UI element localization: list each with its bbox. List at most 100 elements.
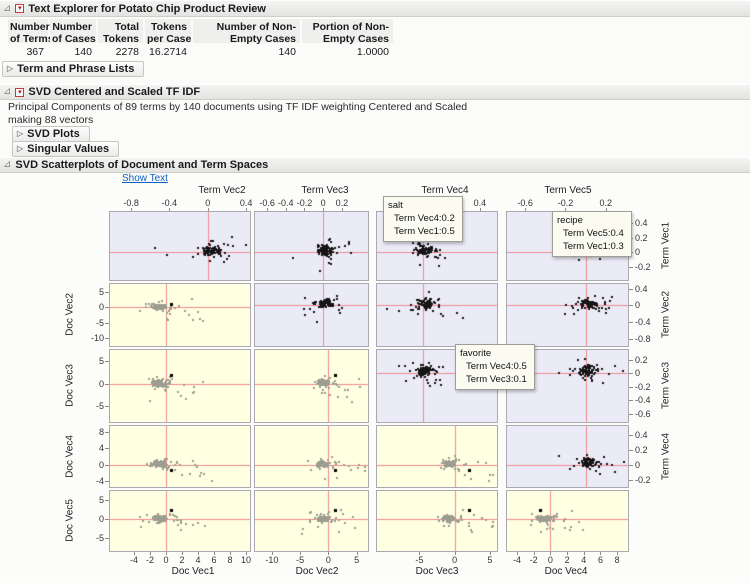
tick-label: -10 (265, 555, 279, 565)
tick-mark (267, 208, 268, 212)
summary-column-total-tokens: Total Tokens 2278 (98, 19, 143, 58)
tick-label: 0 (163, 555, 169, 565)
outline-button-svd-plots[interactable]: ▷ SVD Plots (12, 126, 90, 142)
scatter-cell-term-vec3-vs-term-vec1[interactable] (254, 211, 369, 281)
summary-column-header: Total Tokens (98, 19, 143, 45)
summary-value: 16.2714 (149, 46, 187, 58)
tick-mark (629, 289, 633, 290)
summary-value: 2278 (115, 46, 139, 58)
scatter-cell-term-vec5-vs-term-vec2[interactable] (506, 283, 629, 347)
tick-mark (300, 551, 301, 555)
tick-label: 2 (179, 555, 185, 565)
scatter-cell-doc-vec1-vs-doc-vec2[interactable] (109, 283, 251, 347)
tick-mark (166, 551, 167, 555)
axis-title-term-vec5: Term Vec5 (544, 185, 592, 196)
tick-label: 2 (564, 555, 570, 565)
tooltip-term-label: salt (388, 200, 403, 211)
scatter-cell-doc-vec1-vs-doc-vec4[interactable] (109, 425, 251, 488)
scatter-cell-doc-vec2-vs-doc-vec5[interactable] (254, 490, 369, 552)
tick-mark (525, 208, 526, 212)
tick-label: 0 (98, 514, 104, 525)
scatter-cell-doc-vec2-vs-doc-vec3[interactable] (254, 349, 369, 423)
tick-mark (105, 519, 109, 520)
tick-label: -5 (415, 555, 424, 565)
summary-column-portion-of-non--empty-cases: Portion of Non- Empty Cases 1.0000 (302, 19, 393, 58)
hover-tooltip-recipe: recipe Term Vec5:0.4 Term Vec1:0.3 (552, 211, 632, 257)
tick-mark (286, 208, 287, 212)
tooltip-value-line: Term Vec4:0.5 (466, 361, 527, 372)
tick-mark (105, 432, 109, 433)
expand-collapsed-icon[interactable]: ▷ (7, 64, 14, 73)
tick-label: -0.4 (161, 198, 178, 208)
red-triangle-menu-icon[interactable]: ▾ (15, 4, 25, 13)
tick-mark (134, 551, 135, 555)
tooltip-value-line: Term Vec4:0.2 (394, 213, 455, 224)
tick-mark (342, 208, 343, 212)
tick-label: -4 (129, 555, 138, 565)
tick-mark (517, 551, 518, 555)
hover-tooltip-salt: salt Term Vec4:0.2 Term Vec1:0.5 (383, 196, 463, 242)
tick-label: -0.6 (635, 408, 651, 419)
tick-mark (105, 292, 109, 293)
scatter-cell-doc-vec4-vs-doc-vec5[interactable] (506, 490, 629, 552)
tick-label: -0.2 (635, 474, 651, 485)
tick-label: 0.2 (335, 198, 349, 208)
tick-mark (246, 551, 247, 555)
collapse-expanded-icon[interactable]: ⊿ (3, 159, 12, 170)
scatter-cell-term-vec2-vs-term-vec1[interactable] (109, 211, 251, 281)
tick-label: 8 (614, 555, 620, 565)
tick-label: -0.8 (635, 333, 651, 344)
tooltip-term-label: recipe (557, 215, 583, 226)
tick-mark (105, 406, 109, 407)
scatter-cell-term-vec5-vs-term-vec4[interactable] (506, 425, 629, 488)
red-triangle-menu-icon[interactable]: ▾ (15, 87, 25, 97)
tick-label: 8 (98, 427, 104, 438)
expand-collapsed-icon[interactable]: ▷ (17, 129, 24, 138)
outline-button-singular-values[interactable]: ▷ Singular Values (12, 141, 120, 157)
scatter-cell-doc-vec1-vs-doc-vec5[interactable] (109, 490, 251, 552)
header-line: of Terms (10, 33, 54, 45)
outline-title: Text Explorer for Potato Chip Product Re… (28, 2, 266, 15)
scatter-cell-term-vec3-vs-term-vec2[interactable] (254, 283, 369, 347)
outline-title: SVD Scatterplots of Document and Term Sp… (15, 159, 269, 171)
tick-mark (150, 551, 151, 555)
header-line: Total (114, 21, 139, 33)
scatter-cell-doc-vec3-vs-doc-vec4[interactable] (376, 425, 498, 488)
axis-title-term-vec3: Term Vec3 (301, 185, 349, 196)
outline-header-svd-tfidf[interactable]: ⊿ ▾ SVD Centered and Scaled TF IDF (0, 84, 750, 100)
scatter-cell-doc-vec3-vs-doc-vec5[interactable] (376, 490, 498, 552)
collapse-expanded-icon[interactable]: ⊿ (3, 2, 12, 14)
tick-mark (606, 208, 607, 212)
summary-value: 1.0000 (356, 46, 389, 58)
collapse-expanded-icon[interactable]: ⊿ (3, 86, 12, 97)
expand-collapsed-icon[interactable]: ▷ (17, 144, 24, 153)
content-background-2 (0, 99, 750, 157)
outline-button-term-and-phrase-lists[interactable]: ▷ Term and Phrase Lists (2, 61, 145, 77)
tick-label: -0.8 (123, 198, 139, 208)
tick-mark (629, 450, 633, 451)
outline-header-text-explorer[interactable]: ⊿ ▾ Text Explorer for Potato Chip Produc… (0, 0, 750, 17)
tick-mark (105, 500, 109, 501)
outline-title: SVD Centered and Scaled TF IDF (28, 86, 201, 98)
scatter-cell-doc-vec1-vs-doc-vec3[interactable] (109, 349, 251, 423)
tick-label: 6 (211, 555, 217, 565)
summary-column-number-of-non--empty-cases: Number of Non- Empty Cases 140 (193, 19, 300, 58)
tick-label: -0.6 (517, 198, 533, 208)
tick-mark (131, 208, 132, 212)
tick-label: 0.2 (635, 444, 648, 455)
tick-label: 0.4 (239, 198, 253, 208)
tick-mark (629, 267, 633, 268)
tick-mark (629, 435, 633, 436)
summary-column-number-of-cases: Number of Cases 140 (50, 19, 96, 58)
tick-mark (629, 339, 633, 340)
tick-mark (323, 208, 324, 212)
outline-header-svd-scatterplots[interactable]: ⊿ SVD Scatterplots of Document and Term … (0, 157, 750, 173)
show-text-link[interactable]: Show Text (122, 173, 168, 184)
tick-label: -10 (90, 333, 104, 344)
tick-mark (105, 465, 109, 466)
scatter-cell-term-vec4-vs-term-vec2[interactable] (376, 283, 498, 347)
tick-mark (105, 323, 109, 324)
scatter-cell-doc-vec2-vs-doc-vec4[interactable] (254, 425, 369, 488)
tick-label: -5 (95, 532, 104, 543)
tick-label: 4 (581, 555, 587, 565)
